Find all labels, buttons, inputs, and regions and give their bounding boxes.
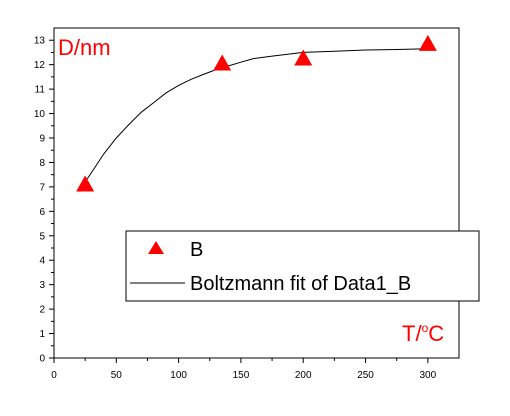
data-point-triangle <box>76 175 95 192</box>
y-tick-label: 6 <box>39 207 45 218</box>
y-tick-label: 13 <box>34 36 46 47</box>
fit-curve <box>84 48 428 183</box>
y-tick-label: 2 <box>39 305 45 316</box>
y-tick-label: 8 <box>39 158 45 169</box>
plot-frame <box>53 27 460 359</box>
y-axis-title: D/nm <box>58 35 111 60</box>
y-tick-label: 12 <box>34 60 46 71</box>
fit-line-group <box>84 48 428 183</box>
x-axis-title-main: T/ <box>402 321 422 346</box>
data-point-triangle <box>294 49 313 66</box>
x-tick-label: 200 <box>295 370 312 381</box>
x-tick-label: 300 <box>420 370 437 381</box>
y-tick-label: 5 <box>39 231 45 242</box>
legend-marker-triangle <box>148 241 164 254</box>
y-tick-label: 4 <box>39 256 45 267</box>
x-tick-label: 50 <box>111 370 123 381</box>
x-tick-label: 0 <box>51 370 57 381</box>
y-tick-label: 9 <box>39 134 45 145</box>
y-tick-label: 7 <box>39 182 45 193</box>
y-tick-label: 3 <box>39 280 45 291</box>
legend: B Boltzmann fit of Data1_B <box>125 230 480 302</box>
legend-label-b: B <box>190 239 203 261</box>
data-points <box>76 34 437 192</box>
x-axis-ticks: 0 50 100 150 200 250 300 <box>51 358 437 381</box>
y-tick-label: 11 <box>35 85 46 96</box>
y-tick-label: 0 <box>39 354 45 365</box>
legend-label-fit: Boltzmann fit of Data1_B <box>190 273 411 295</box>
x-tick-label: 100 <box>170 370 187 381</box>
x-tick-label: 250 <box>357 370 374 381</box>
data-point-triangle <box>213 54 232 71</box>
x-axis-title-sup: o <box>422 321 429 335</box>
y-tick-label: 1 <box>39 329 45 340</box>
x-axis-title: T/oC <box>402 321 444 346</box>
x-tick-label: 150 <box>233 370 250 381</box>
data-point-triangle <box>418 34 437 51</box>
x-axis-title-unit: C <box>428 321 444 346</box>
y-tick-label: 10 <box>34 109 46 120</box>
legend-box <box>125 230 480 302</box>
